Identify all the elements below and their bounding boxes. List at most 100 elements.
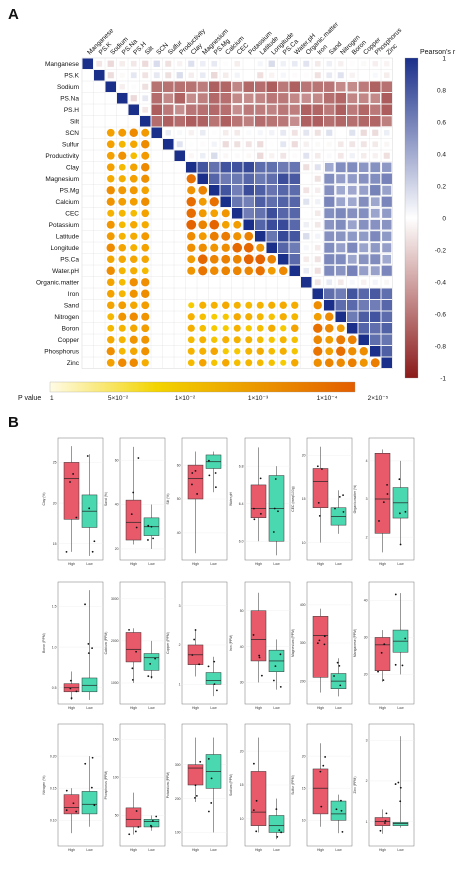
r-square [324, 196, 335, 207]
box [250, 484, 267, 519]
r-square [151, 93, 162, 104]
p-circle [129, 289, 138, 298]
r-square [336, 243, 346, 253]
r-square [142, 95, 149, 102]
data-point [72, 802, 75, 805]
box-plot: 0.10 0.15 0.20 Nitrogen (%) High Low [42, 723, 104, 852]
diag-cell [232, 208, 243, 219]
y-tick-label: 3 [366, 738, 368, 742]
p-circle [279, 301, 287, 309]
r-square [199, 129, 206, 136]
box-plot: 15 20 25 Clay (%) High Low [42, 437, 104, 566]
x-tick-label: Low [335, 706, 342, 710]
r-square [255, 219, 266, 230]
r-square [370, 288, 381, 299]
y-axis-label: Organic.matter (%) [353, 485, 357, 514]
r-square [303, 152, 310, 159]
p-circle [313, 346, 323, 356]
y-tick-label: 20 [115, 547, 119, 551]
r-square [232, 196, 243, 207]
p-circle [221, 209, 230, 218]
r-square [289, 104, 300, 115]
r-square [280, 141, 287, 148]
r-square [269, 141, 275, 147]
r-square [312, 116, 323, 127]
p-circle [221, 266, 231, 276]
r-square [197, 93, 208, 104]
r-square [303, 60, 310, 67]
r-square [209, 93, 220, 104]
r-square [347, 254, 357, 264]
diag-cell [289, 265, 300, 276]
r-square [358, 219, 369, 230]
row-label: Calcium [56, 199, 79, 206]
r-square [383, 152, 390, 159]
data-point [196, 493, 199, 495]
r-square [266, 185, 277, 196]
p-circle [141, 324, 150, 333]
r-square [289, 93, 300, 104]
box-plot: 0.5 1.0 1.5 Boron (PPM) High Low [42, 581, 104, 710]
plot-frame [57, 723, 104, 847]
data-point [214, 472, 217, 474]
r-square [358, 81, 369, 92]
r-square [278, 81, 289, 92]
r-square [220, 116, 231, 127]
p-circle [118, 278, 126, 286]
p-circle [210, 301, 218, 309]
r-square [303, 141, 309, 147]
data-point [394, 663, 397, 666]
p-circle [106, 232, 115, 241]
p-circle [268, 324, 276, 332]
data-point [399, 543, 402, 546]
r-square [382, 185, 392, 195]
r-square [370, 219, 381, 230]
r-square [257, 152, 264, 159]
p-circle [130, 221, 138, 229]
row-label: PS.Na [60, 96, 79, 103]
r-square [314, 164, 321, 171]
p-circle [130, 324, 138, 332]
diag-cell [381, 357, 392, 368]
r-square [220, 104, 231, 115]
row-label: Longitude [50, 245, 79, 252]
data-point [75, 690, 78, 693]
r-square [347, 208, 358, 219]
data-point [130, 513, 133, 516]
data-point [194, 469, 197, 472]
data-point [335, 808, 338, 811]
data-point [65, 809, 68, 812]
p-circle [325, 335, 334, 344]
r-square [289, 219, 300, 230]
y-tick-label: 1.0 [52, 645, 57, 649]
x-tick-label: Low [210, 848, 217, 852]
r-square [370, 162, 381, 173]
r-square [349, 129, 356, 136]
r-square [163, 104, 174, 115]
row-label: PS.Ca [60, 257, 79, 264]
r-square [255, 116, 266, 127]
x-tick-label: High [317, 848, 324, 852]
p-circle [141, 232, 150, 241]
r-square [151, 104, 162, 115]
p-circle [141, 335, 150, 344]
r-square [266, 231, 277, 242]
r-tick-label: -0.2 [435, 247, 447, 254]
p-circle [222, 359, 230, 367]
diag-cell [140, 116, 151, 127]
p-circle [141, 128, 150, 137]
p-circle [129, 255, 138, 264]
r-square [370, 104, 381, 115]
p-circle [313, 323, 323, 333]
data-point [317, 502, 320, 504]
r-square [370, 300, 381, 311]
p-circle [222, 348, 229, 355]
p-circle [141, 186, 150, 195]
data-point [193, 638, 196, 641]
y-axis-label: Manganese (PPM) [353, 629, 357, 657]
r-square [358, 323, 369, 334]
p-circle [336, 324, 345, 333]
r-square [245, 141, 252, 148]
data-point [65, 550, 68, 553]
